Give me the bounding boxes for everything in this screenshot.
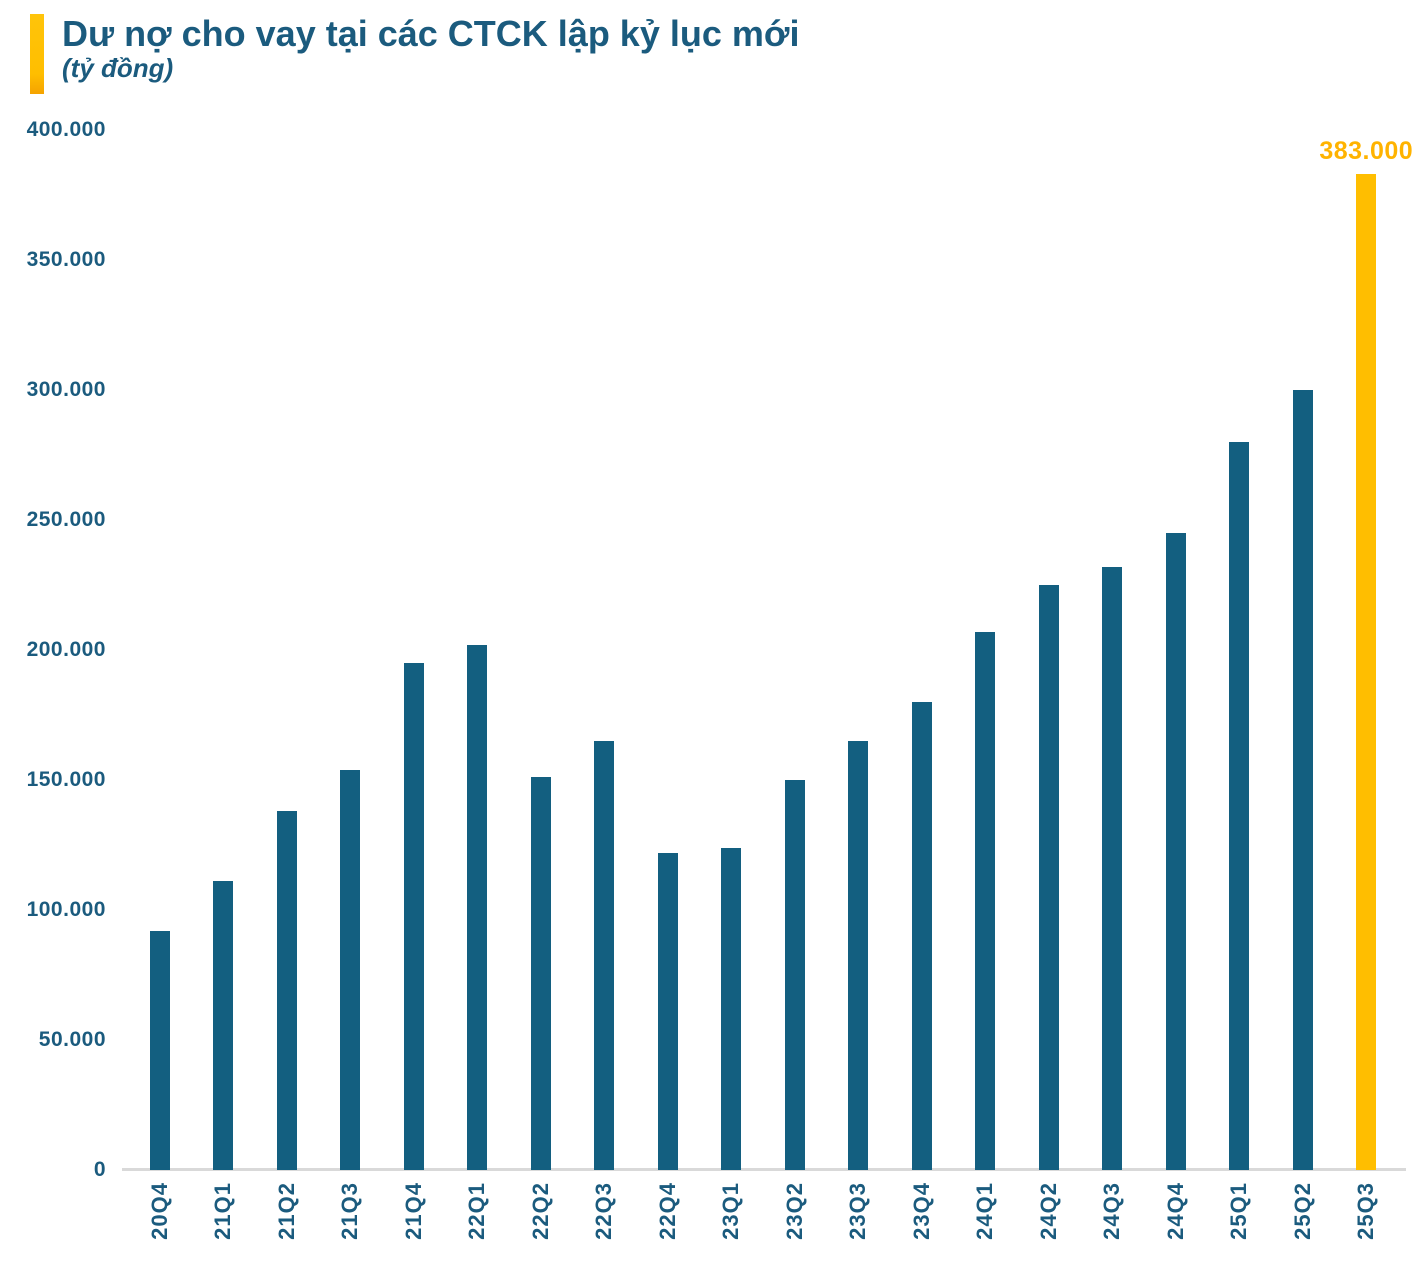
x-axis-tick-label: 22Q3 — [591, 1182, 617, 1240]
y-axis-tick-label: 300.000 — [26, 378, 106, 401]
bar — [276, 811, 297, 1170]
x-axis-tick-label: 23Q1 — [718, 1182, 744, 1240]
x-axis-tick-label: 21Q1 — [210, 1182, 236, 1240]
y-axis: 0 50.000 100.000 150.000 200.000 250.000 300.0… — [0, 118, 106, 1181]
title-accent-bar — [30, 14, 44, 94]
highlight-value-label: 383.000 — [1319, 137, 1414, 166]
y-axis-tick-label: 150.000 — [26, 768, 106, 791]
title-block: Dư nợ cho vay tại các CTCK lập kỷ lục mớ… — [62, 14, 799, 94]
bar — [911, 702, 932, 1170]
bar — [213, 881, 234, 1170]
x-axis-tick-label: 23Q4 — [908, 1182, 934, 1240]
x-axis-tick-label: 24Q4 — [1162, 1182, 1188, 1240]
bar — [467, 644, 488, 1170]
x-axis-line — [122, 1168, 1406, 1171]
bar — [848, 741, 869, 1170]
bar — [1292, 390, 1313, 1170]
x-axis-tick-label: 24Q2 — [1035, 1182, 1061, 1240]
x-axis-tick-label: 25Q1 — [1226, 1182, 1252, 1240]
bar-highlight — [1356, 174, 1377, 1170]
x-axis-tick-label: 21Q3 — [337, 1182, 363, 1240]
bar — [1229, 442, 1250, 1170]
x-axis-tick-label: 24Q1 — [972, 1182, 998, 1240]
bar — [721, 847, 742, 1170]
bar — [1038, 585, 1059, 1170]
chart-title: Dư nợ cho vay tại các CTCK lập kỷ lục mớ… — [62, 13, 800, 54]
plot-area: 383.000 20Q4 21Q1 21Q2 21Q3 21Q4 22Q1 22Q2 22Q3… — [128, 130, 1413, 1240]
x-axis-tick-label: 22Q2 — [527, 1182, 553, 1240]
y-axis-tick-label: 50.000 — [38, 1028, 106, 1051]
x-axis-tick-label: 21Q4 — [400, 1182, 426, 1240]
bar — [403, 663, 424, 1170]
bar — [530, 777, 551, 1170]
y-axis-tick-label: 350.000 — [26, 248, 106, 271]
bar — [975, 631, 996, 1170]
y-axis-tick-label: 250.000 — [26, 508, 106, 531]
y-axis-tick-label: 0 — [93, 1158, 106, 1181]
y-axis-tick-label: 100.000 — [26, 898, 106, 921]
x-axis-tick-label: 22Q1 — [464, 1182, 490, 1240]
chart-header: Dư nợ cho vay tại các CTCK lập kỷ lục mớ… — [30, 14, 799, 94]
x-axis-tick-label: 25Q3 — [1353, 1182, 1379, 1240]
bar — [1165, 533, 1186, 1170]
x-axis-tick-label: 24Q3 — [1099, 1182, 1125, 1240]
bar — [594, 741, 615, 1170]
bar — [149, 930, 170, 1170]
y-axis-tick-label: 200.000 — [26, 638, 106, 661]
bar — [1102, 566, 1123, 1170]
chart-subtitle: (tỷ đồng) — [62, 52, 174, 83]
x-axis-tick-label: 20Q4 — [146, 1182, 172, 1240]
y-axis-tick-label: 400.000 — [26, 118, 106, 141]
bar — [340, 769, 361, 1170]
x-axis-tick-label: 25Q2 — [1289, 1182, 1315, 1240]
bar — [784, 780, 805, 1170]
x-axis-tick-label: 23Q2 — [781, 1182, 807, 1240]
x-axis-tick-label: 21Q2 — [273, 1182, 299, 1240]
x-axis-tick-label: 23Q3 — [845, 1182, 871, 1240]
bar — [657, 852, 678, 1170]
x-axis-tick-label: 22Q4 — [654, 1182, 680, 1240]
